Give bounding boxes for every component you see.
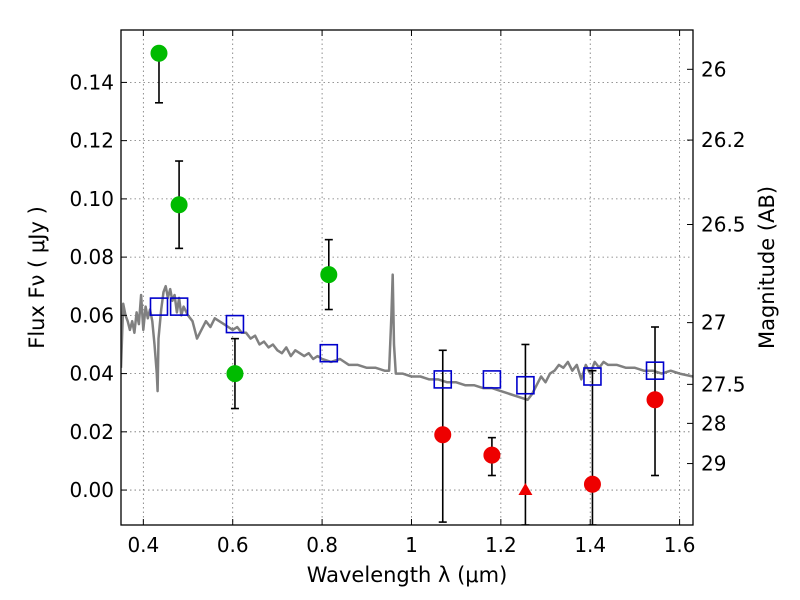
x-axis-title: Wavelength λ (μm) (307, 563, 508, 587)
y2-tick-label: 27.5 (701, 372, 746, 396)
model-photometry-square (583, 367, 602, 386)
red-data-point (646, 391, 664, 409)
tick-marks (121, 30, 693, 525)
y2-tick-label: 26.5 (701, 213, 746, 237)
grid-lines (121, 30, 693, 525)
model-photometry-square (645, 361, 665, 380)
y2-tick-label: 26.2 (701, 128, 746, 152)
x-tick-label: 1.2 (485, 533, 517, 557)
model-photometry-square (319, 343, 339, 363)
red-data-point (434, 426, 452, 444)
y2-tick-label: 27 (701, 311, 726, 335)
y-tick-label: 0.14 (69, 70, 114, 94)
model-photometry-square (482, 370, 502, 389)
y2-tick-label: 28 (701, 411, 726, 435)
green-data-point (226, 365, 244, 383)
y-tick-label: 0.06 (69, 303, 114, 327)
red-upper-limit-triangle (518, 483, 533, 496)
model-photometry-square (225, 314, 245, 334)
green-data-point (320, 266, 338, 284)
model-photometry-layer (149, 297, 665, 395)
x-tick-label: 1.6 (664, 533, 696, 557)
y-tick-label: 0.10 (69, 187, 114, 211)
y-tick-label: 0.00 (69, 478, 114, 502)
green-data-point (170, 196, 188, 214)
x-tick-label: 1 (405, 533, 418, 557)
y-tick-label: 0.08 (69, 245, 114, 269)
red-data-point (583, 475, 601, 493)
x-tick-label: 0.6 (217, 533, 249, 557)
error-bars-layer (154, 52, 660, 525)
x-tick-label: 0.4 (127, 533, 159, 557)
model-photometry-square (149, 297, 169, 316)
y2-tick-label: 29 (701, 452, 726, 476)
y2-tick-label: 26 (701, 57, 726, 81)
plot-frame (120, 29, 694, 526)
green-data-point (150, 44, 168, 62)
y-tick-label: 0.12 (69, 129, 114, 153)
model-spectrum-line (121, 273, 693, 402)
right-y-axis-title: Magnitude (AB) (755, 186, 779, 349)
y-tick-label: 0.04 (69, 362, 114, 386)
data-points-layer (150, 44, 664, 496)
x-tick-label: 1.4 (574, 533, 606, 557)
x-tick-label: 0.8 (306, 533, 338, 557)
model-photometry-square (433, 370, 453, 389)
y-axis-title: Flux Fν ( μJy ) (25, 206, 49, 349)
tick-labels: 0.4 0.6 0.8 1 1.2 1.4 1.6 0.00 0.02 0.04 0.06 0.08 0… (69, 57, 745, 557)
red-data-point (483, 446, 501, 464)
model-spectrum-layer (121, 273, 693, 402)
y-tick-label: 0.02 (69, 420, 114, 444)
model-photometry-square (516, 375, 535, 395)
model-photometry-square (169, 297, 189, 316)
